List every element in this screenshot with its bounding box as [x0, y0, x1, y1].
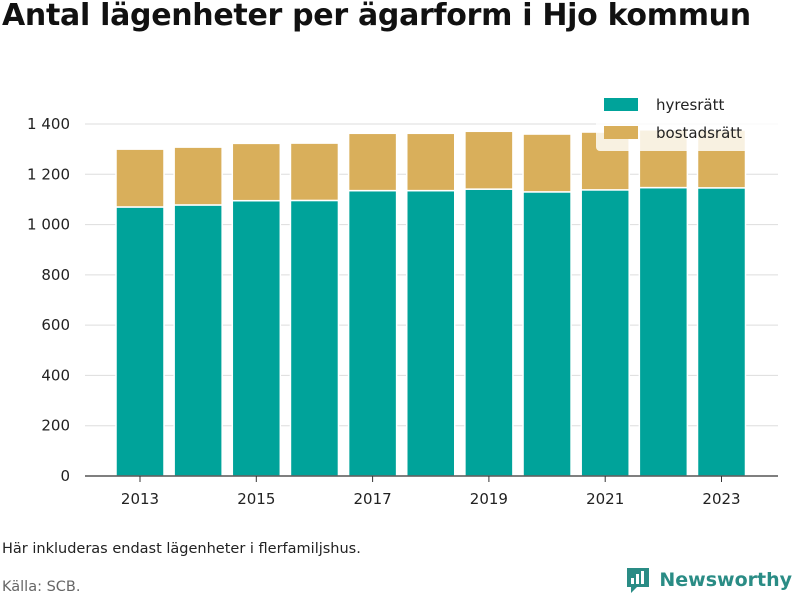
y-tick-label: 400 [41, 366, 70, 384]
newsworthy-logo[interactable]: Newsworthy [625, 566, 792, 594]
legend-swatch-bostadsratt [604, 126, 638, 139]
legend-label-bostadsratt: bostadsrätt [656, 124, 742, 142]
bar-hyresratt-2016 [289, 199, 340, 477]
bar-bostadsratt-2016 [289, 142, 340, 202]
y-tick-label: 800 [41, 266, 70, 284]
x-tick-label: 2013 [121, 490, 159, 508]
bar-hyresratt-2014 [173, 204, 223, 477]
bar-bostadsratt-2013 [115, 148, 165, 208]
footnote: Här inkluderas endast lägenheter i flerf… [2, 541, 361, 557]
bar-hyresratt-2022 [638, 186, 689, 477]
bar-hyresratt-2023 [696, 187, 747, 477]
bar-hyresratt-2019 [464, 188, 514, 477]
bars [115, 129, 747, 477]
legend-background [596, 91, 780, 151]
x-tick-label: 2015 [237, 490, 275, 508]
bar-bostadsratt-2014 [173, 146, 223, 206]
legend: hyresrätt bostadsrätt [596, 91, 780, 151]
y-tick-label: 1 000 [27, 216, 70, 234]
y-axis: 0 200 400 600 800 1 000 1 200 1 400 [27, 115, 70, 485]
bar-hyresratt-2013 [115, 206, 165, 477]
bar-bostadsratt-2018 [406, 132, 456, 192]
y-tick-label: 600 [41, 316, 70, 334]
bar-bostadsratt-2020 [522, 133, 572, 193]
x-tick-label: 2019 [470, 490, 508, 508]
bar-bostadsratt-2017 [347, 132, 398, 192]
y-tick-label: 200 [41, 417, 70, 435]
newsworthy-bar-chart-icon [627, 568, 650, 593]
y-tick-label: 1 400 [27, 115, 70, 133]
y-tick-label: 0 [60, 467, 70, 485]
bar-hyresratt-2020 [522, 191, 572, 477]
x-tick-label: 2021 [586, 490, 624, 508]
bar-hyresratt-2018 [406, 189, 456, 477]
x-axis: 2013 2015 2017 2019 2021 2023 [85, 475, 778, 508]
chart-title: Antal lägenheter per ägarform i Hjo komm… [2, 0, 751, 33]
bar-hyresratt-2017 [347, 189, 398, 477]
brand-name: Newsworthy [659, 569, 792, 591]
x-tick-label: 2017 [354, 490, 392, 508]
bar-bostadsratt-2019 [464, 130, 514, 190]
bar-hyresratt-2021 [580, 189, 630, 477]
bar-bostadsratt-2015 [231, 142, 282, 202]
legend-label-hyresratt: hyresrätt [656, 96, 725, 114]
legend-swatch-hyresratt [604, 98, 638, 111]
source-note: Källa: SCB. [2, 579, 81, 595]
x-tick-label: 2023 [702, 490, 740, 508]
bar-hyresratt-2015 [231, 199, 282, 477]
y-tick-label: 1 200 [27, 165, 70, 183]
